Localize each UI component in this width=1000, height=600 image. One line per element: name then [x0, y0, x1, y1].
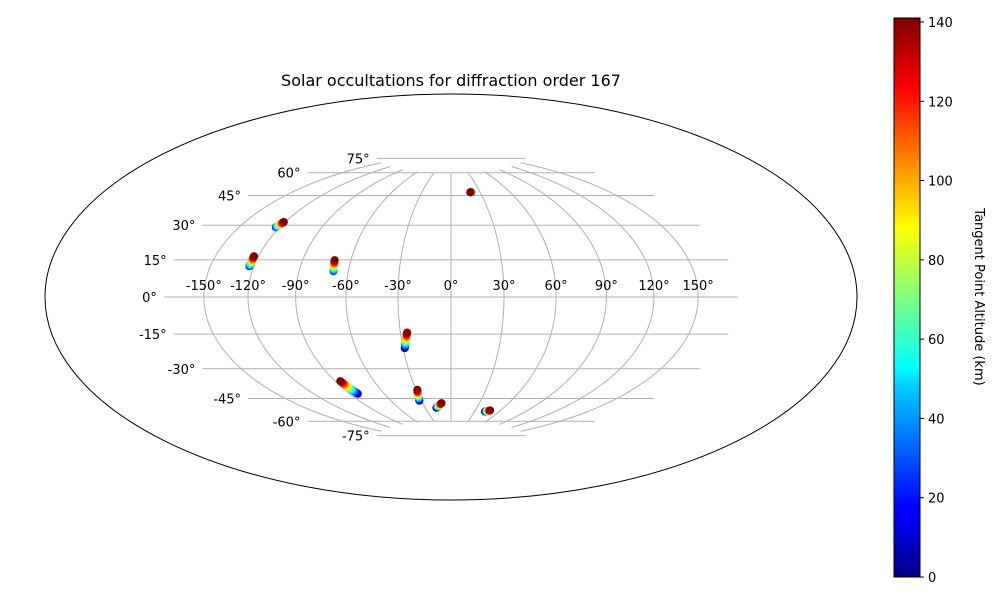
latitude-tick-label: -75°	[342, 430, 370, 445]
occultation-track	[271, 217, 288, 232]
longitude-tick-label: -90°	[282, 279, 310, 294]
data-point	[437, 399, 446, 408]
occultation-track	[336, 377, 362, 398]
data-point	[466, 188, 475, 197]
colorbar: 0 20 40 60 80 100 120 140 Tangent Point Altitud…	[893, 16, 986, 586]
longitude-tick-label: 0°	[444, 279, 459, 294]
chart-title: Solar occultations for diffraction order…	[281, 71, 621, 90]
latitude-tick-label: 60°	[277, 167, 300, 182]
longitude-tick-label: -120°	[230, 279, 266, 294]
colorbar-tick-label: 40	[928, 412, 945, 427]
latitude-tick-label: 45°	[218, 190, 241, 205]
data-point	[403, 328, 412, 337]
longitude-tick-label: 30°	[492, 279, 515, 294]
latitude-tick-label: 30°	[172, 219, 195, 234]
colorbar-tick-label: 100	[928, 175, 953, 190]
colorbar-label: Tangent Point Altitude (km)	[971, 207, 986, 385]
colorbar-tick-label: 0	[928, 571, 936, 586]
colorbar-tick-label: 80	[928, 254, 945, 269]
latitude-tick-labels: 75° 60° 45° 30° 15° 0° -15° -30° -45° -60° -75°	[139, 152, 370, 444]
longitude-tick-label: -150°	[186, 279, 222, 294]
data-point	[250, 252, 259, 261]
latitude-tick-label: -15°	[139, 328, 167, 343]
data-point	[336, 377, 345, 386]
colorbar-tick-label: 20	[928, 492, 945, 507]
longitude-tick-label: 120°	[638, 279, 669, 294]
colorbar-tick-label: 120	[928, 95, 953, 110]
longitude-tick-label: 150°	[682, 279, 713, 294]
latitude-tick-label: 0°	[142, 291, 157, 306]
longitude-tick-label: -60°	[332, 279, 360, 294]
latitude-tick-label: 15°	[144, 254, 167, 269]
longitude-tick-label: -30°	[384, 279, 412, 294]
longitude-tick-label: 90°	[595, 279, 618, 294]
occultation-track	[413, 385, 424, 405]
data-point	[413, 385, 422, 394]
occultation-track	[466, 188, 476, 197]
occultation-track	[432, 399, 446, 412]
occultation-track	[400, 328, 412, 353]
data-point	[330, 256, 339, 265]
data-point	[486, 406, 495, 415]
colorbar-tick-label: 140	[928, 16, 953, 31]
occultation-track	[480, 406, 495, 416]
graticule	[163, 157, 739, 437]
colorbar-tick-label: 60	[928, 333, 945, 348]
latitude-tick-label: -45°	[213, 393, 241, 408]
occultation-track	[329, 256, 339, 276]
data-point	[279, 217, 288, 226]
occultation-track	[245, 252, 259, 271]
longitude-tick-label: 60°	[545, 279, 568, 294]
latitude-tick-label: -60°	[273, 415, 301, 430]
map-boundary	[44, 93, 858, 501]
longitude-tick-labels: -150° -120° -90° -60° -30° 0° 30° 60° 90° 120° 150…	[186, 279, 714, 294]
colorbar-ticks: 0 20 40 60 80 100 120 140	[920, 16, 953, 586]
colorbar-gradient	[893, 17, 921, 578]
latitude-tick-label: 75°	[347, 152, 370, 167]
occultation-points	[245, 188, 495, 416]
latitude-tick-label: -30°	[168, 363, 196, 378]
